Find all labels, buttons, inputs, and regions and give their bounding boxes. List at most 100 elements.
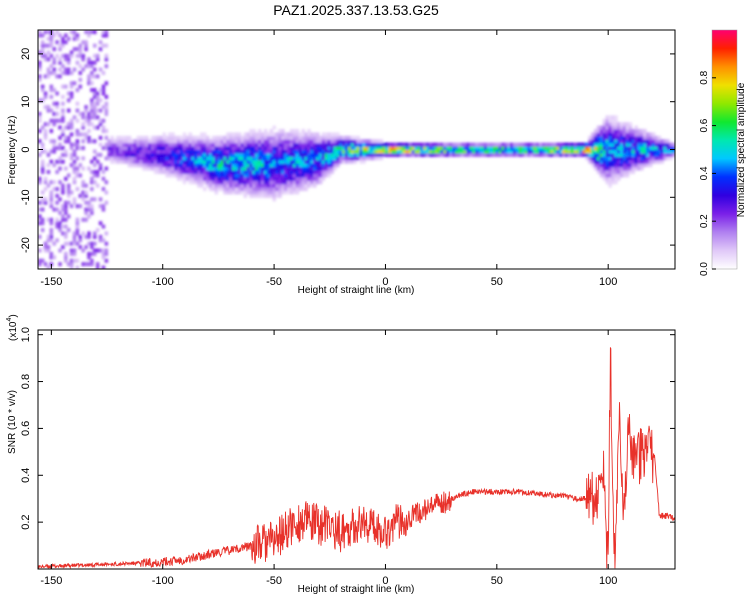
spectrogram-cell bbox=[127, 159, 132, 164]
spectrogram-cell bbox=[78, 77, 83, 82]
spectrogram-cell bbox=[622, 129, 627, 134]
spectrogram-cell bbox=[469, 142, 473, 147]
spectrogram-cell bbox=[640, 135, 644, 140]
spectrogram-cell bbox=[226, 156, 230, 161]
spectrogram-cell bbox=[200, 176, 204, 181]
spectrogram-cell bbox=[46, 183, 51, 188]
spectrogram-cell bbox=[495, 146, 499, 151]
spectrogram-cell bbox=[153, 166, 158, 171]
spectrogram-cell bbox=[66, 98, 71, 103]
spectrogram-cell bbox=[220, 146, 224, 151]
spectrogram-cell bbox=[58, 43, 62, 48]
spectrogram-cell bbox=[278, 132, 282, 137]
spectrogram-cell bbox=[524, 152, 528, 157]
spectrogram-cell bbox=[95, 74, 100, 79]
snr-x-tick-label: -150 bbox=[40, 575, 62, 587]
spectrogram-cell bbox=[234, 132, 239, 137]
spectrogram-cell bbox=[315, 173, 320, 178]
spectrogram-cell bbox=[414, 152, 418, 157]
spectrogram-cell bbox=[298, 166, 303, 171]
spectrogram-cell bbox=[162, 166, 166, 171]
spectrogram-cell bbox=[223, 176, 227, 181]
spectrogram-cell bbox=[588, 159, 592, 164]
spectrogram-cell bbox=[237, 146, 242, 151]
spectrogram-cell bbox=[634, 125, 638, 130]
spectrogram-cell bbox=[394, 152, 398, 157]
spectrogram-cell bbox=[156, 146, 161, 151]
spectrogram-cell bbox=[40, 47, 45, 52]
spectrogram-cell bbox=[176, 149, 181, 154]
spectrogram-cell bbox=[605, 146, 610, 151]
spectrogram-cell bbox=[269, 190, 274, 195]
spectrogram-cell bbox=[136, 139, 140, 144]
spectrogram-cell bbox=[614, 163, 618, 168]
spectrogram-cell bbox=[133, 139, 138, 144]
spectrogram-cell bbox=[295, 142, 300, 147]
spectrogram-cell bbox=[78, 43, 83, 48]
spectrogram-cell bbox=[318, 142, 323, 147]
svg-text:(x104): (x104) bbox=[6, 314, 19, 341]
spectrogram-cell bbox=[272, 176, 277, 181]
spectrogram-cell bbox=[292, 139, 297, 144]
spectrogram-cell bbox=[298, 135, 303, 140]
spectrogram-cell bbox=[64, 200, 68, 205]
spectrogram-cell bbox=[272, 152, 277, 157]
spectrogram-cell bbox=[382, 142, 387, 147]
spectrogram-cell bbox=[104, 101, 109, 106]
spectrogram-cell bbox=[61, 43, 65, 48]
spectrogram-cell bbox=[246, 180, 250, 185]
spectrogram-cell bbox=[258, 193, 262, 198]
spectrogram-cell bbox=[646, 163, 650, 168]
spectrogram-cell bbox=[142, 149, 146, 154]
spectrogram-cell bbox=[582, 152, 586, 157]
spectrogram-cell bbox=[524, 142, 528, 147]
spectrogram-cell bbox=[382, 149, 387, 154]
spectrogram-cell bbox=[156, 149, 161, 154]
spectrogram-cell bbox=[81, 166, 85, 171]
spectrogram-cell bbox=[278, 180, 282, 185]
spectrogram-cell bbox=[533, 142, 537, 147]
spectrogram-cell bbox=[402, 146, 407, 151]
spectrogram-cell bbox=[509, 149, 514, 154]
spectrogram-cell bbox=[81, 197, 85, 202]
spectrogram-cell bbox=[263, 193, 268, 198]
spectrogram-cell bbox=[269, 146, 274, 151]
spectrogram-cell bbox=[310, 156, 314, 161]
spectrogram-cell bbox=[489, 142, 494, 147]
spectrogram-cell bbox=[153, 139, 158, 144]
spectrogram-cell bbox=[307, 146, 311, 151]
spectrogram-cell bbox=[66, 190, 71, 195]
spectrogram-cell bbox=[648, 142, 653, 147]
spectrogram-cell bbox=[521, 142, 526, 147]
spectrogram-cell bbox=[84, 207, 88, 212]
spectrogram-cell bbox=[310, 135, 314, 140]
spectrogram-cell bbox=[359, 152, 363, 157]
spectrogram-cell bbox=[423, 146, 427, 151]
spectrogram-cell bbox=[602, 139, 607, 144]
spectrogram-cell bbox=[95, 183, 100, 188]
spectrogram-cell bbox=[223, 142, 227, 147]
spectrogram-cell bbox=[313, 176, 317, 181]
spectrogram-cell bbox=[148, 163, 152, 168]
spectrogram-cell bbox=[579, 149, 583, 154]
spectrogram-cell bbox=[585, 146, 589, 151]
spectrogram-cell bbox=[168, 173, 172, 178]
spectrogram-cell bbox=[489, 146, 494, 151]
spectrogram-cell bbox=[148, 152, 152, 157]
spectrogram-cell bbox=[515, 142, 520, 147]
spectrogram-cell bbox=[211, 163, 216, 168]
spectrogram-cell bbox=[43, 53, 48, 58]
spectrogram-cell bbox=[38, 176, 42, 181]
spectrogram-cell bbox=[287, 156, 291, 161]
spectrogram-cell bbox=[249, 163, 253, 168]
spectrogram-cell bbox=[208, 146, 213, 151]
snr-x-label: Height of straight line (km) bbox=[298, 584, 415, 595]
spectrogram-cell bbox=[200, 139, 204, 144]
spectrogram-cell bbox=[182, 180, 187, 185]
spectrogram-cell bbox=[344, 159, 349, 164]
spectrogram-cell bbox=[342, 135, 346, 140]
spectrogram-cell bbox=[315, 166, 320, 171]
spectrogram-cell bbox=[87, 111, 91, 116]
spectrogram-cell bbox=[179, 139, 184, 144]
